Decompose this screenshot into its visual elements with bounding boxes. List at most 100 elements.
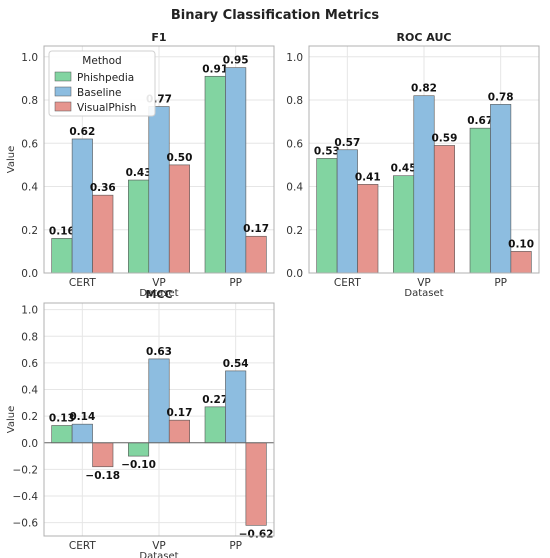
bar-visualphish-pp xyxy=(245,442,267,526)
y-axis-label: Value xyxy=(6,406,17,433)
y-tick-label: 0.0 xyxy=(21,438,38,450)
data-label: 0.54 xyxy=(223,358,249,370)
legend-swatch-phishpedia xyxy=(54,71,72,82)
x-tick-label: CERT xyxy=(334,277,361,289)
data-label: 0.50 xyxy=(166,152,192,164)
y-tick-label: −0.2 xyxy=(13,464,39,476)
x-axis-label: Dataset xyxy=(404,288,443,299)
y-tick-label: 0.4 xyxy=(286,182,303,194)
data-label: 0.41 xyxy=(355,171,381,183)
bar-phishpedia-vp xyxy=(393,175,415,274)
data-label: 0.14 xyxy=(69,411,95,423)
bar-phishpedia-pp xyxy=(204,75,226,274)
bar-visualphish-pp xyxy=(245,235,267,274)
bar-baseline-pp xyxy=(225,370,247,444)
data-label: 0.95 xyxy=(223,55,249,67)
legend-swatch-baseline xyxy=(54,86,72,97)
legend-label-phishpedia: Phishpedia xyxy=(77,72,134,84)
bar-baseline-cert xyxy=(71,423,93,444)
x-axis-label: Dataset xyxy=(139,551,178,558)
bar-visualphish-cert xyxy=(92,442,114,468)
panel-mcc: −0.6 −0.4 −0.2 0.0 0.2 0.4 0.6 0.8 1.0 0.13 −0.10 0… xyxy=(6,288,275,558)
data-label: −0.10 xyxy=(121,459,156,471)
data-label: 0.17 xyxy=(166,407,192,419)
bar-visualphish-vp xyxy=(168,164,190,274)
bar-baseline-pp xyxy=(225,67,247,274)
x-tick-label: PP xyxy=(494,277,507,289)
y-tick-label: 0.2 xyxy=(21,225,38,237)
data-label: 0.16 xyxy=(49,225,75,237)
y-tick-label: 0.0 xyxy=(21,268,38,280)
legend-box xyxy=(48,50,156,117)
y-tick-label: 0.4 xyxy=(21,385,38,397)
bar-baseline-cert xyxy=(336,149,358,274)
axes-frame xyxy=(43,45,275,274)
legend-label-baseline: Baseline xyxy=(77,87,122,99)
figure-title: Binary Classification Metrics xyxy=(171,8,380,23)
legend: Method Phishpedia Baseline VisualPhish xyxy=(48,50,156,117)
data-label: 0.62 xyxy=(69,126,95,138)
bar-visualphish-vp xyxy=(168,419,190,444)
x-tick-label: VP xyxy=(417,277,431,289)
bar-baseline-cert xyxy=(71,138,93,274)
legend-label-visualphish: VisualPhish xyxy=(77,102,136,114)
bar-baseline-vp xyxy=(148,358,170,444)
x-axis-label: Dataset xyxy=(139,288,178,299)
bar-baseline-vp xyxy=(413,95,435,274)
y-axis-label: Value xyxy=(6,146,17,173)
x-tick-label: PP xyxy=(229,540,242,552)
y-tick-label: 0.0 xyxy=(286,268,303,280)
bar-visualphish-cert xyxy=(92,194,114,274)
data-label: −0.18 xyxy=(85,470,120,482)
bar-phishpedia-pp xyxy=(204,406,226,444)
panel-roc-auc: 0.0 0.2 0.4 0.6 0.8 1.0 0.53 0.45 0.67 0.57 0.82 0.… xyxy=(286,31,540,299)
y-tick-label: 0.8 xyxy=(21,331,38,343)
x-tick-label: CERT xyxy=(69,540,96,552)
data-label: 0.43 xyxy=(126,167,152,179)
bar-phishpedia-cert xyxy=(51,425,73,444)
x-tick-label: CERT xyxy=(69,277,96,289)
y-tick-label: 0.6 xyxy=(21,358,38,370)
axes-frame xyxy=(43,302,275,537)
data-label: 0.91 xyxy=(202,63,228,75)
data-label: 0.36 xyxy=(90,182,116,194)
bar-visualphish-cert xyxy=(357,184,379,274)
y-tick-label: 0.2 xyxy=(21,411,38,423)
bar-phishpedia-cert xyxy=(51,238,73,274)
data-label: 0.53 xyxy=(314,145,340,157)
data-label: 0.63 xyxy=(146,346,172,358)
y-tick-label: −0.6 xyxy=(13,518,39,530)
x-tick-label: VP xyxy=(152,540,166,552)
y-tick-label: 0.8 xyxy=(21,95,38,107)
bar-phishpedia-vp xyxy=(128,442,150,457)
data-label: 0.57 xyxy=(334,137,360,149)
bar-visualphish-vp xyxy=(433,145,455,274)
y-tick-label: 1.0 xyxy=(21,52,38,64)
bar-visualphish-pp xyxy=(510,251,532,274)
panels: 0.00.20.40.60.81.00.160.430.910.620.770.… xyxy=(6,31,540,558)
data-label: 0.59 xyxy=(431,132,457,144)
y-tick-label: 0.6 xyxy=(286,138,303,150)
y-tick-label: 0.8 xyxy=(286,95,303,107)
y-tick-label: −0.4 xyxy=(13,491,39,503)
x-tick-label: VP xyxy=(152,277,166,289)
legend-swatch-visualphish xyxy=(54,101,72,112)
data-label: 0.13 xyxy=(49,412,75,424)
bar-phishpedia-vp xyxy=(128,179,150,274)
data-label: 0.17 xyxy=(243,223,269,235)
data-label: −0.62 xyxy=(239,528,274,540)
panel-title: MCC xyxy=(145,288,172,301)
panel-f1: 0.00.20.40.60.81.00.160.430.910.620.770.… xyxy=(6,31,275,299)
panel-title: ROC AUC xyxy=(397,31,452,44)
data-label: 0.67 xyxy=(467,115,493,127)
y-tick-label: 1.0 xyxy=(21,305,38,317)
y-tick-label: 0.4 xyxy=(21,182,38,194)
panel-title: F1 xyxy=(151,31,166,44)
y-tick-label: 0.6 xyxy=(21,138,38,150)
x-tick-label: PP xyxy=(229,277,242,289)
bar-phishpedia-cert xyxy=(316,158,338,274)
axes-frame xyxy=(308,45,540,274)
bar-phishpedia-pp xyxy=(469,127,491,274)
legend-title: Method xyxy=(82,55,121,67)
